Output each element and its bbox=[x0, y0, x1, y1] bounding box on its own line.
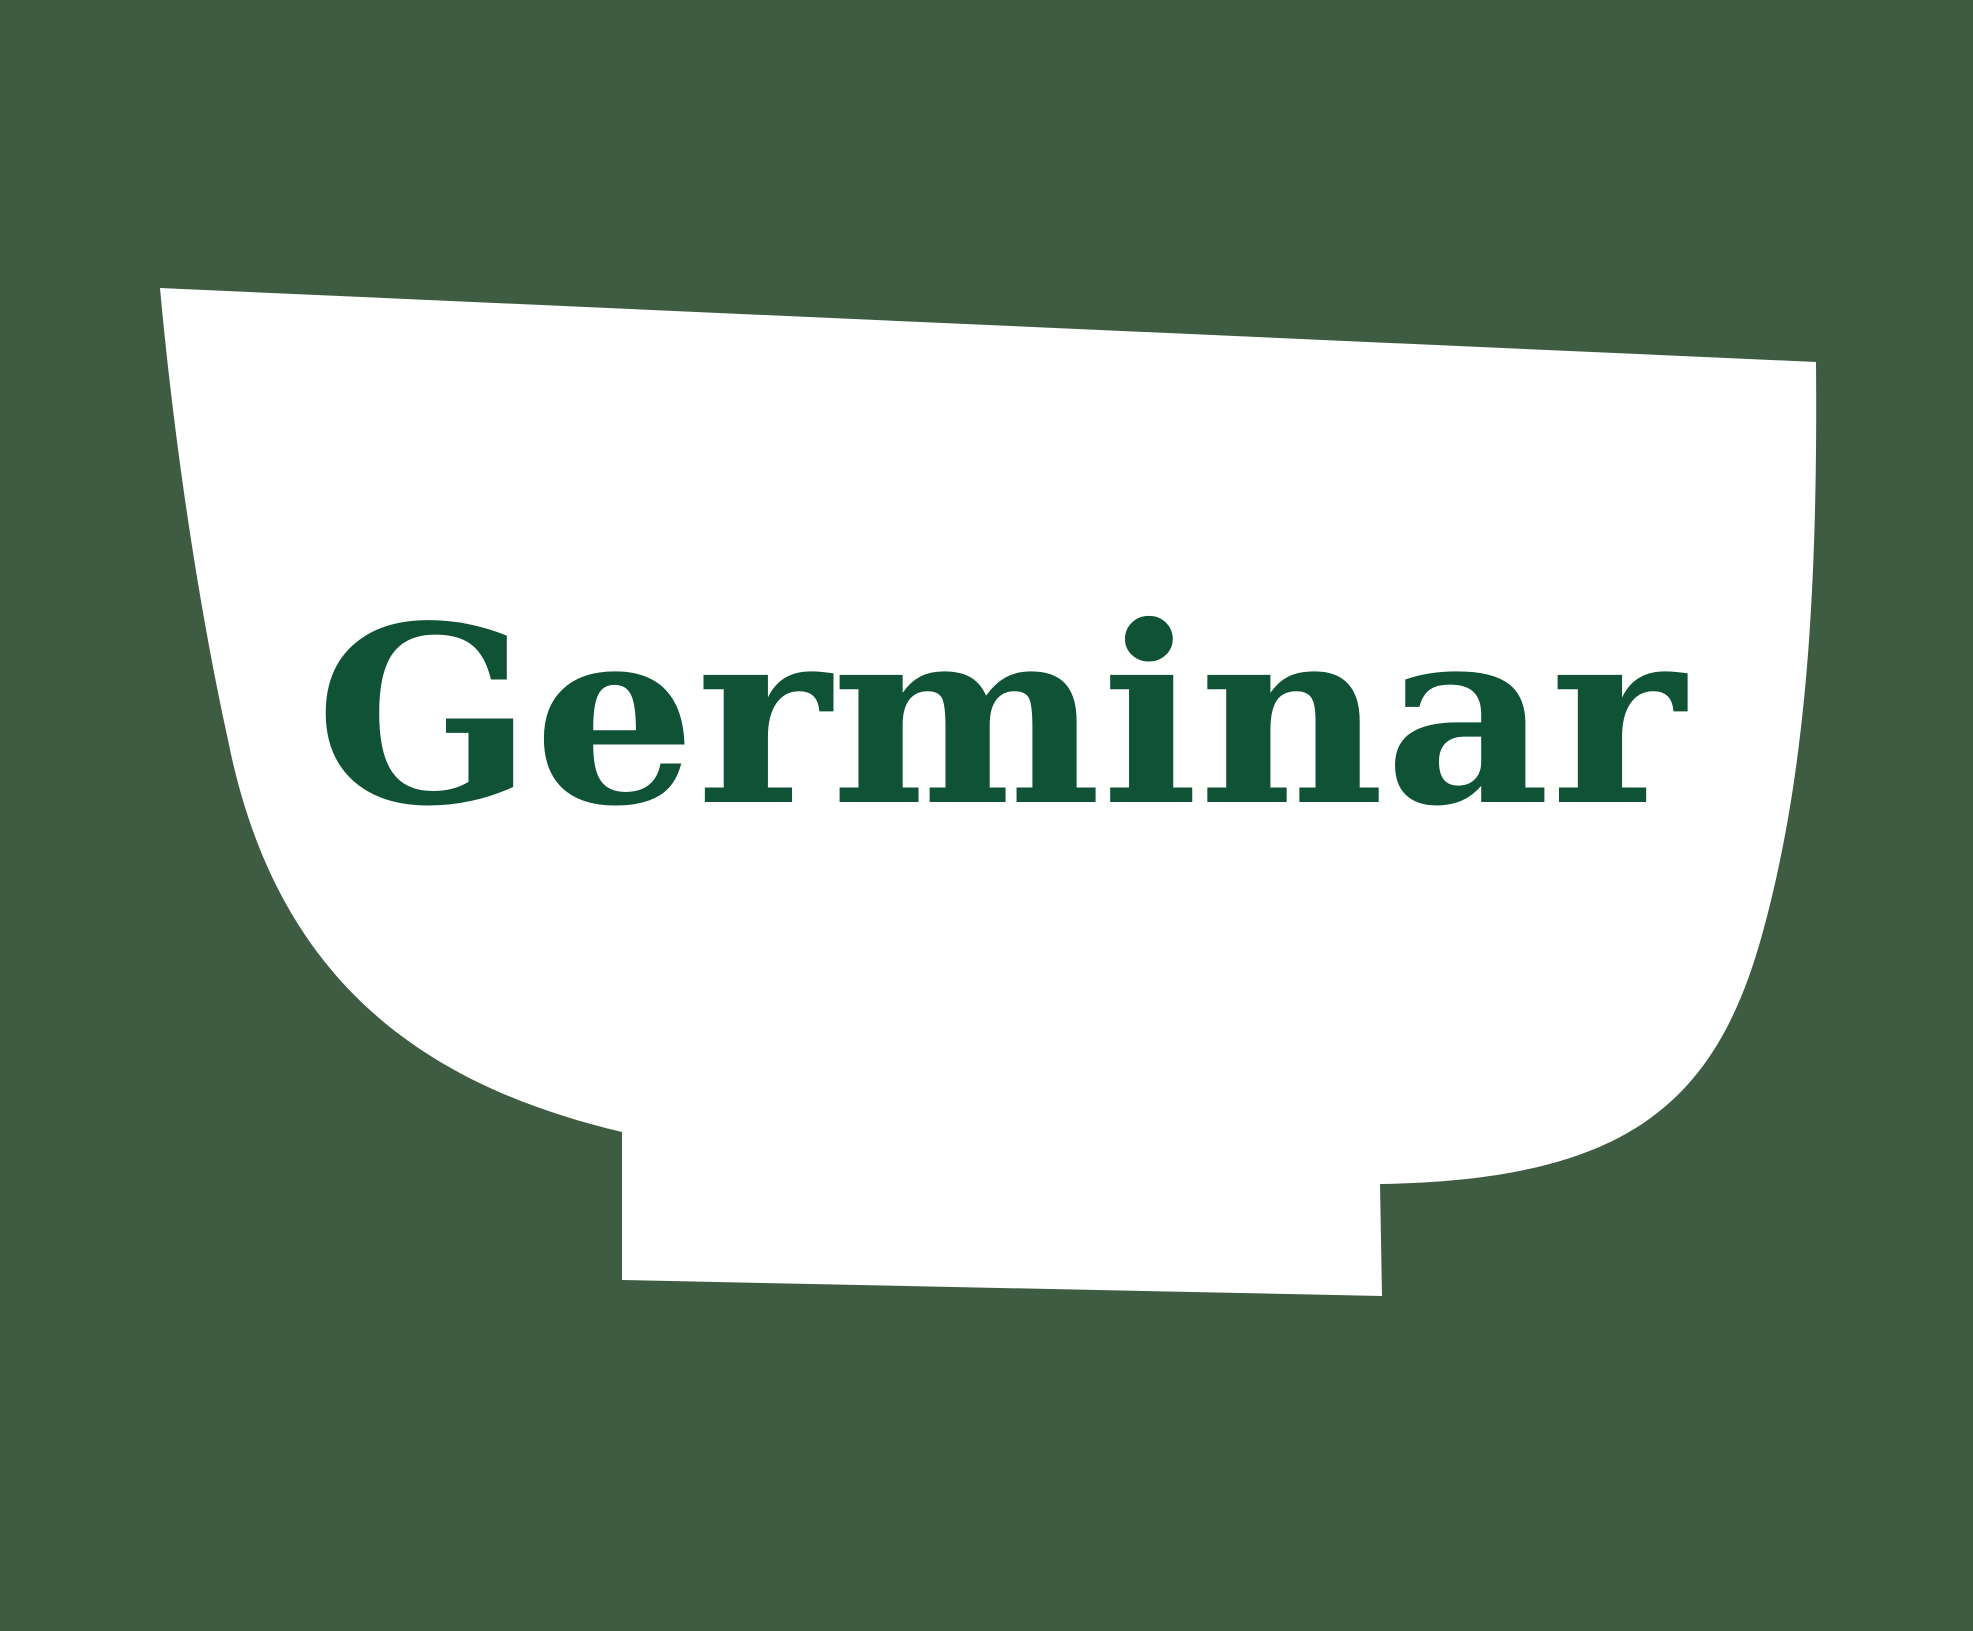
wordmark: Germinar bbox=[315, 572, 1688, 860]
bowl-icon bbox=[160, 288, 1817, 1296]
